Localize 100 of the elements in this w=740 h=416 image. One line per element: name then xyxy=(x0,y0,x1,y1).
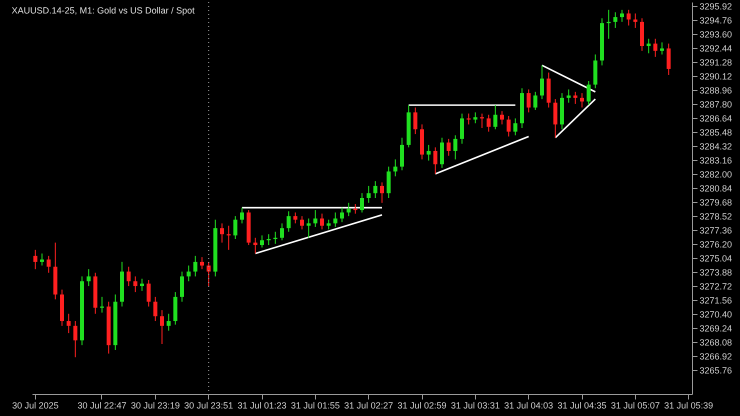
candlestick xyxy=(73,320,78,358)
candlestick xyxy=(40,252,44,266)
y-tick-label: 3271.56 xyxy=(700,295,732,306)
candlestick xyxy=(340,207,344,223)
y-tick-label: 3285.48 xyxy=(700,127,732,138)
candlestick xyxy=(233,216,238,240)
y-tick-label: 3265.76 xyxy=(700,365,732,376)
y-tick-label: 3276.20 xyxy=(700,239,732,250)
candlestick xyxy=(453,134,458,160)
candlestick xyxy=(226,225,231,250)
candlestick xyxy=(293,212,298,224)
candlestick xyxy=(146,280,151,308)
candlestick xyxy=(373,180,378,198)
candlestick xyxy=(166,313,171,332)
candlestick xyxy=(300,216,304,230)
y-tick-label: 3295.92 xyxy=(700,1,732,12)
candlestick xyxy=(460,113,464,144)
candlestick xyxy=(240,207,244,224)
y-tick-label: 3273.88 xyxy=(700,267,732,278)
candlestick xyxy=(493,104,498,130)
y-tick-label: 3266.92 xyxy=(700,351,732,362)
y-tick-label: 3293.60 xyxy=(700,29,732,40)
candlestick xyxy=(140,278,144,292)
y-tick-label: 3282.00 xyxy=(700,169,732,180)
candlestick xyxy=(413,107,418,135)
candlestick xyxy=(346,202,351,217)
candlestick xyxy=(33,249,38,270)
candlestick xyxy=(446,138,451,156)
candlestick xyxy=(193,255,198,277)
candlestick xyxy=(440,137,444,168)
candlestick xyxy=(586,80,591,106)
candlestick xyxy=(86,268,91,287)
candlestick xyxy=(393,158,398,177)
candlestick xyxy=(633,12,638,28)
y-tick-label: 3268.08 xyxy=(700,337,732,348)
y-tick-label: 3275.04 xyxy=(700,253,732,264)
x-tick-label: 30 Jul 2025 xyxy=(12,400,59,410)
y-tick-label: 3288.96 xyxy=(700,85,732,96)
candlestick xyxy=(153,296,158,322)
x-tick-label: 31 Jul 02:27 xyxy=(344,400,394,410)
x-tick-label: 30 Jul 22:47 xyxy=(77,400,127,410)
candlestick xyxy=(360,192,364,213)
candlestick xyxy=(260,234,264,248)
y-tick-label: 3280.84 xyxy=(700,183,732,194)
candlestick xyxy=(180,271,184,302)
x-tick-label: 30 Jul 23:51 xyxy=(184,400,234,410)
candlestick xyxy=(426,144,431,162)
y-tick-label: 3279.68 xyxy=(700,197,732,208)
candlestick xyxy=(580,92,584,108)
candlestick xyxy=(540,64,544,100)
y-tick-label: 3277.36 xyxy=(700,225,732,236)
candlestick xyxy=(566,88,571,104)
chart-title: XAUUSD.14-25, M1: Gold vs US Dollar / Spot xyxy=(12,6,196,16)
y-tick-label: 3272.72 xyxy=(700,281,732,292)
x-tick-label: 31 Jul 04:35 xyxy=(557,400,607,410)
candlestick xyxy=(646,38,651,54)
candlestick xyxy=(433,146,438,174)
candlestick xyxy=(613,12,618,28)
y-tick-label: 3294.76 xyxy=(700,15,732,26)
candlestick xyxy=(313,210,318,228)
candlestick xyxy=(186,265,191,282)
x-tick-label: 31 Jul 02:59 xyxy=(397,400,447,410)
candlestick xyxy=(46,255,51,274)
x-tick-label: 31 Jul 03:31 xyxy=(450,400,500,410)
candlestick xyxy=(553,98,558,138)
y-tick-label: 3290.12 xyxy=(700,71,732,82)
candlestick xyxy=(513,118,518,136)
candlestick xyxy=(126,266,131,287)
candlestick xyxy=(620,9,624,22)
x-tick-label: 31 Jul 05:07 xyxy=(610,400,660,410)
candlestick xyxy=(533,91,538,110)
candlestick xyxy=(333,212,338,228)
candlestick xyxy=(280,222,284,241)
candlestick xyxy=(160,310,164,344)
candlestick xyxy=(573,91,578,104)
y-tick-label: 3287.80 xyxy=(700,99,732,110)
candlestick xyxy=(500,110,504,125)
candlestick xyxy=(660,42,664,55)
y-tick-label: 3269.24 xyxy=(700,323,732,334)
y-tick-label: 3286.64 xyxy=(700,113,732,124)
candlestick xyxy=(366,185,371,204)
y-tick-label: 3291.28 xyxy=(700,57,732,68)
y-tick-label: 3283.16 xyxy=(700,155,732,166)
candlestick xyxy=(253,237,258,254)
candlestick xyxy=(206,261,211,287)
x-tick-label: 30 Jul 23:19 xyxy=(130,400,180,410)
candlestick xyxy=(200,256,204,270)
candlestick xyxy=(666,43,671,76)
candlestick xyxy=(286,210,291,232)
x-tick-label: 31 Jul 05:39 xyxy=(664,400,714,410)
candlestick xyxy=(626,9,631,26)
candlestick xyxy=(480,113,484,129)
candlestick xyxy=(220,222,224,244)
candlestick xyxy=(133,276,138,293)
x-tick-label: 31 Jul 01:55 xyxy=(290,400,340,410)
candlestick xyxy=(506,115,511,137)
candlestick xyxy=(66,313,71,334)
candlestick xyxy=(100,296,104,314)
y-tick-label: 3278.52 xyxy=(700,211,732,222)
candlestick xyxy=(486,114,491,132)
